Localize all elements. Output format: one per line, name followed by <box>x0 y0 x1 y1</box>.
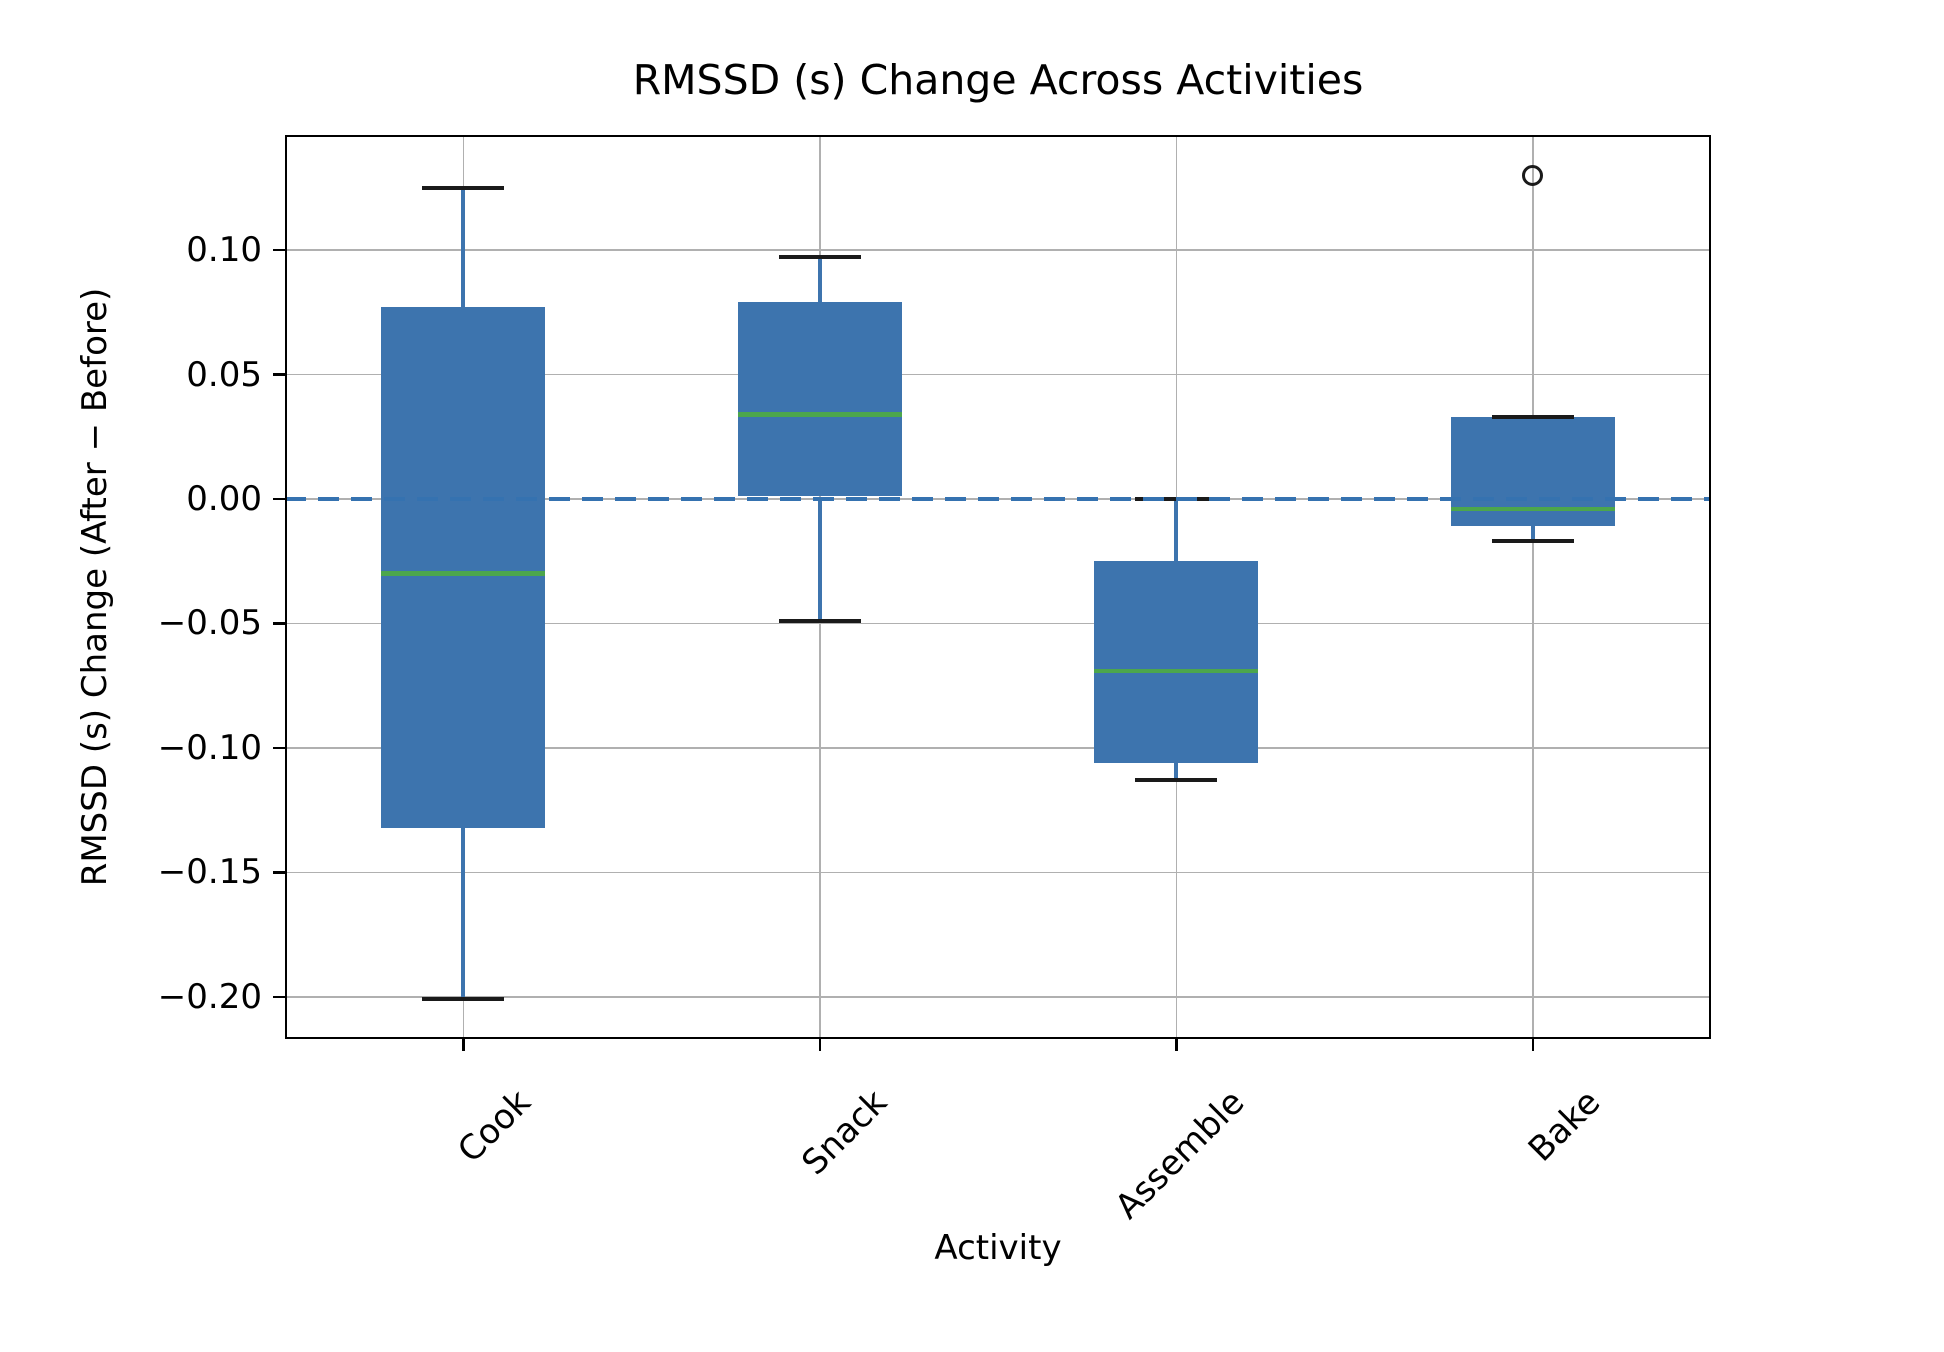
box-cook <box>381 307 546 828</box>
gridline-horizontal <box>285 747 1711 749</box>
x-tick-label-bake: Bake <box>1520 1082 1609 1170</box>
y-tick-mark <box>273 622 285 625</box>
outlier-bake <box>1522 164 1544 186</box>
gridline-horizontal <box>285 249 1711 251</box>
y-tick-mark <box>273 871 285 874</box>
y-tick-label: 0.10 <box>186 230 262 271</box>
median-bake <box>1450 506 1615 512</box>
whisker-lower-cook <box>461 827 466 1000</box>
median-snack <box>737 412 902 417</box>
x-tick-mark <box>462 1039 465 1051</box>
y-tick-mark <box>273 746 285 750</box>
whisker-upper-cook <box>461 187 466 308</box>
cap-lower-bake <box>1491 539 1574 544</box>
chart-title: RMSSD (s) Change Across Activities <box>632 56 1364 104</box>
y-tick-label: −0.10 <box>157 727 262 768</box>
y-axis-label: RMSSD (s) Change (After − Before) <box>75 287 115 887</box>
y-tick-label: −0.20 <box>157 976 262 1017</box>
whisker-lower-bake <box>1530 526 1535 542</box>
cap-lower-cook <box>422 997 505 1002</box>
y-tick-label: −0.05 <box>157 603 262 644</box>
cap-lower-snack <box>778 618 861 623</box>
x-tick-label-cook: Cook <box>450 1082 539 1171</box>
x-tick-label-assemble: Assemble <box>1107 1082 1252 1228</box>
gridline-horizontal <box>285 996 1711 998</box>
cap-lower-assemble <box>1135 778 1218 783</box>
x-tick-mark <box>1531 1039 1534 1051</box>
cap-upper-bake <box>1491 414 1574 419</box>
y-tick-label: −0.15 <box>157 852 262 893</box>
cap-upper-snack <box>778 255 861 260</box>
cap-upper-cook <box>422 185 505 190</box>
x-tick-label-snack: Snack <box>794 1082 896 1183</box>
y-tick-mark <box>273 373 285 376</box>
whisker-upper-snack <box>817 257 822 303</box>
y-tick-label: 0.00 <box>186 478 262 519</box>
gridline-horizontal <box>285 871 1711 874</box>
x-tick-mark <box>1175 1039 1178 1051</box>
box-snack <box>737 302 902 497</box>
box-assemble <box>1094 561 1259 763</box>
whisker-upper-assemble <box>1174 498 1179 562</box>
y-tick-mark <box>273 995 285 999</box>
gridline-horizontal <box>285 622 1711 625</box>
whisker-lower-snack <box>817 496 822 621</box>
zero-reference-line <box>285 496 1711 501</box>
median-assemble <box>1094 668 1259 674</box>
y-tick-label: 0.05 <box>186 354 262 395</box>
gridline-horizontal <box>285 373 1711 376</box>
median-cook <box>381 571 546 576</box>
whisker-lower-assemble <box>1174 762 1179 781</box>
gridline-vertical <box>1532 135 1534 1039</box>
x-axis-label: Activity <box>934 1228 1062 1268</box>
y-tick-mark <box>273 248 285 252</box>
y-tick-mark <box>273 497 285 501</box>
x-tick-mark <box>818 1039 821 1051</box>
